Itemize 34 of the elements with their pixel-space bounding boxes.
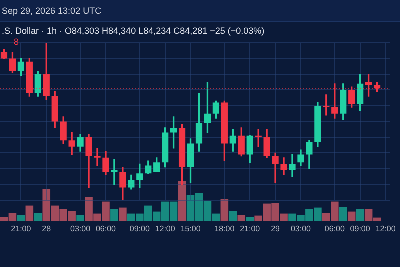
bar bbox=[110, 209, 118, 221]
x-tick-label: 18:00 bbox=[214, 224, 236, 234]
candlestick bbox=[94, 148, 101, 166]
x-tick-label: 12:00 bbox=[155, 224, 176, 234]
candlestick bbox=[111, 159, 118, 185]
bar bbox=[17, 215, 26, 221]
annotation: 8 bbox=[14, 37, 20, 47]
candlestick bbox=[272, 152, 279, 184]
text: Sep 29, 2026 13:02 UTC bbox=[2, 6, 102, 16]
x-tick-label: 29 bbox=[271, 224, 281, 234]
bar bbox=[246, 217, 254, 221]
bar bbox=[229, 211, 238, 221]
x-tick-label: 12:00 bbox=[376, 224, 396, 234]
x-tick-label: 03:00 bbox=[290, 224, 312, 234]
x-tick-label: 06:00 bbox=[324, 224, 346, 234]
bar bbox=[339, 207, 348, 221]
bar bbox=[220, 199, 229, 221]
bar bbox=[119, 208, 127, 221]
bar bbox=[178, 181, 186, 221]
bar bbox=[348, 212, 356, 221]
x-tick-label: 09:00 bbox=[350, 224, 371, 234]
bar bbox=[34, 213, 42, 221]
text: .S. Dollar · 1h · O84,303 H84,340 L84,234 C84,281 −25 (−0.03%) bbox=[2, 26, 265, 36]
x-tick-label: 09:00 bbox=[130, 224, 150, 234]
bar bbox=[238, 215, 246, 221]
x-tick-label: 28 bbox=[42, 224, 52, 234]
bar bbox=[26, 206, 34, 221]
x-tick-label: 21:00 bbox=[240, 224, 261, 234]
x-tick-label: 21:00 bbox=[11, 224, 32, 234]
x-tick-label: 06:00 bbox=[96, 224, 117, 234]
bar bbox=[356, 209, 364, 221]
x-tick-label: 03:00 bbox=[70, 224, 92, 234]
x-tick-label: 15:00 bbox=[180, 224, 202, 234]
bar bbox=[76, 215, 84, 221]
